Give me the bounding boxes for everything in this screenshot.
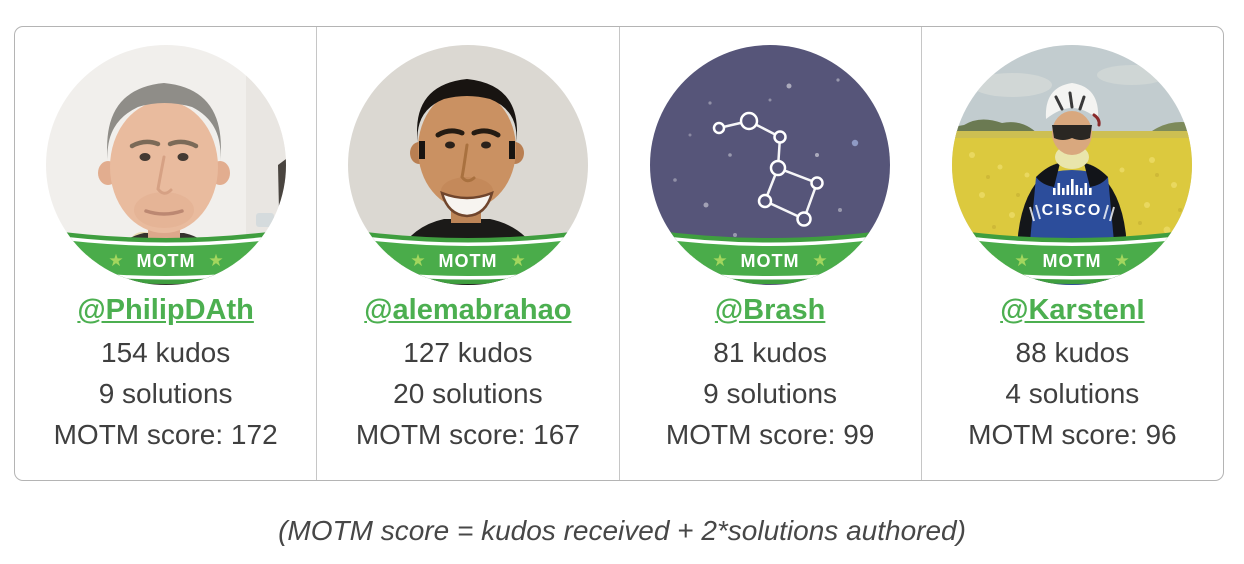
member-username-link[interactable]: @alemabrahao [364,294,572,326]
member-username-link[interactable]: @Brash [714,294,826,326]
motm-score: MOTM score: 167 [355,419,580,451]
member-card: ★ ★ ★ ★ MOTM @alemabrahao 127 kudos 20 s… [317,27,620,480]
avatar[interactable]: ★ ★ ★ ★ MOTM [45,45,286,285]
kudos-count: 88 kudos [1015,337,1130,369]
motm-badge-label: MOTM [1043,251,1102,271]
star-icon: ★ [410,251,425,270]
member-card: CISCO ★ ★ ★ ★ MOTM @KarstenI 88 kudos 4 … [922,27,1223,480]
star-icon: ★ [1115,251,1130,270]
star-icon: ★ [813,251,828,270]
star-icon: ★ [1147,251,1158,265]
avatar[interactable]: ★ ★ ★ ★ MOTM [650,45,891,285]
solutions-count: 9 solutions [98,378,233,410]
avatar[interactable]: ★ ★ ★ ★ MOTM [347,45,588,285]
star-icon: ★ [845,251,856,265]
star-icon: ★ [80,251,91,265]
solutions-count: 4 solutions [1005,378,1140,410]
member-card: ★ ★ ★ ★ MOTM @PhilipDAth 154 kudos 9 sol… [15,27,318,480]
cisco-logo-bars [1053,179,1092,195]
member-stats: 127 kudos 20 solutions MOTM score: 167 [356,332,580,455]
motm-badge-label: MOTM [136,251,195,271]
jersey-cisco-text: CISCO [1042,202,1103,219]
kudos-count: 154 kudos [101,337,231,369]
member-username-link[interactable]: @PhilipDAth [77,294,254,326]
member-card: ★ ★ ★ ★ MOTM @Brash 81 kudos 9 solutions… [620,27,922,480]
star-icon: ★ [208,251,223,270]
star-icon: ★ [542,251,553,265]
motm-leaderboard-panel: ★ ★ ★ ★ MOTM @PhilipDAth 154 kudos 9 sol… [14,26,1224,481]
star-icon: ★ [1015,251,1030,270]
motm-ribbon-badge: ★ ★ ★ ★ MOTM [45,229,286,284]
star-icon: ★ [510,251,525,270]
kudos-count: 81 kudos [713,337,827,369]
motm-ribbon-badge: ★ ★ ★ ★ MOTM [650,229,891,284]
member-stats: 81 kudos 9 solutions MOTM score: 99 [666,332,874,455]
motm-formula-caption: (MOTM score = kudos received + 2*solutio… [278,515,966,546]
star-icon: ★ [685,251,696,265]
motm-badge-label: MOTM [741,251,800,271]
solutions-count: 20 solutions [393,378,543,410]
star-icon: ★ [382,251,393,265]
star-icon: ★ [987,251,998,265]
member-username-link[interactable]: @KarstenI [1000,294,1145,326]
motm-ribbon-badge: ★ ★ ★ ★ MOTM [952,229,1193,284]
motm-score: MOTM score: 96 [968,419,1177,451]
motm-badge-label: MOTM [438,251,497,271]
member-stats: 154 kudos 9 solutions MOTM score: 172 [54,332,278,455]
star-icon: ★ [108,251,123,270]
member-stats: 88 kudos 4 solutions MOTM score: 96 [968,332,1176,455]
star-icon: ★ [240,251,251,265]
star-icon: ★ [713,251,728,270]
motm-score: MOTM score: 99 [665,419,875,451]
solutions-count: 9 solutions [703,378,838,410]
motm-score: MOTM score: 172 [53,419,278,451]
avatar[interactable]: CISCO ★ ★ ★ ★ MOTM [952,45,1193,285]
kudos-count: 127 kudos [403,337,533,369]
motm-ribbon-badge: ★ ★ ★ ★ MOTM [347,229,588,284]
